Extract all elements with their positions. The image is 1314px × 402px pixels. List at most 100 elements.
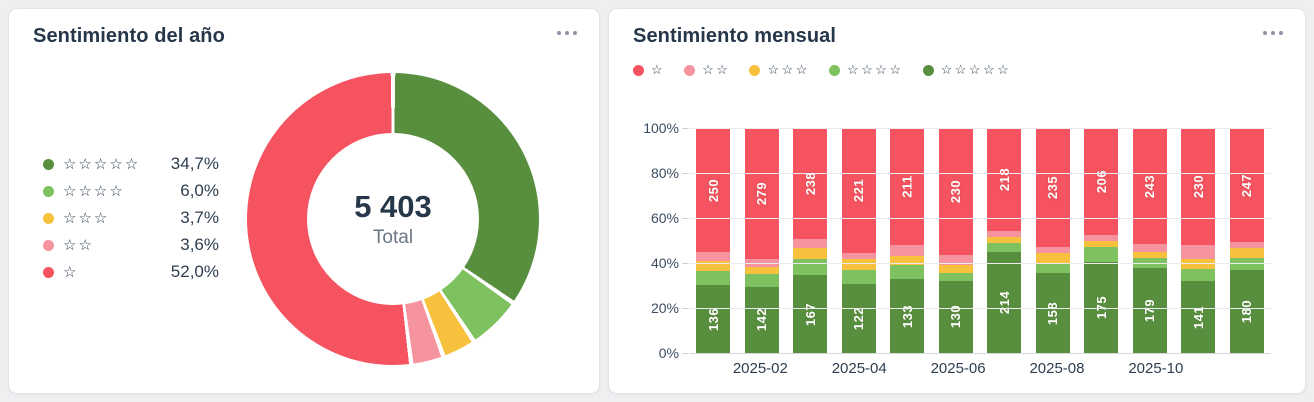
x-axis-tick-label (986, 360, 1030, 377)
bar-segment[interactable] (1229, 257, 1264, 270)
bar-segment[interactable] (1229, 248, 1264, 258)
ellipsis-menu-icon[interactable] (555, 25, 579, 41)
bar-segment[interactable]: 243 (1132, 128, 1167, 245)
bar-segment[interactable] (938, 272, 973, 281)
bar-legend-item[interactable]: ☆☆ (684, 62, 730, 78)
bar-segment[interactable] (793, 238, 828, 249)
bar-segment[interactable] (1035, 246, 1070, 253)
bar-segment[interactable] (841, 270, 876, 284)
bar-segment[interactable]: 279 (744, 128, 779, 259)
bar-segment[interactable] (696, 252, 731, 261)
bar-segment[interactable] (938, 265, 973, 273)
bar-segment[interactable] (890, 256, 925, 266)
bar-segment[interactable] (1181, 258, 1216, 270)
bar-segment[interactable]: 122 (841, 283, 876, 353)
stacked-bar-2025-05[interactable]: 133 211 (890, 128, 925, 353)
stacked-bar-2025-10[interactable]: 179 243 (1132, 128, 1167, 353)
bar-chart-legend: ☆ ☆☆ ☆☆☆ ☆☆☆☆ ☆☆☆☆☆ (633, 62, 1011, 78)
stacked-bar-2025-07[interactable]: 214 218 (987, 128, 1022, 353)
stacked-bar-2025-03[interactable]: 167 238 (793, 128, 828, 353)
x-axis-tick-label: 2025-02 (732, 360, 788, 377)
bar-segment[interactable]: 238 (793, 128, 828, 239)
gridline (689, 172, 1271, 174)
bar-segment[interactable] (987, 242, 1022, 253)
left-card-title: Sentimiento del año (33, 25, 225, 47)
bar-segment[interactable] (696, 270, 731, 286)
bar-segment[interactable]: 247 (1229, 128, 1264, 243)
bar-segment[interactable]: 214 (987, 252, 1022, 353)
y-axis-tick (682, 353, 688, 354)
bar-segment[interactable] (1181, 269, 1216, 282)
bar-segment[interactable] (1084, 246, 1119, 263)
ellipsis-menu-icon[interactable] (1261, 25, 1285, 41)
donut-legend-row[interactable]: ☆☆ 3,6% (43, 235, 219, 254)
stacked-bar-2025-06[interactable]: 130 230 (938, 128, 973, 353)
bar-legend-item[interactable]: ☆☆☆☆☆ (922, 62, 1012, 78)
bar-segment[interactable] (744, 274, 779, 287)
bar-value-label: 279 (754, 181, 770, 205)
x-axis-tick-label (1227, 360, 1271, 377)
bar-segment[interactable] (890, 244, 925, 257)
bar-segment[interactable]: 230 (938, 128, 973, 256)
bar-segment[interactable] (987, 230, 1022, 238)
bar-segment[interactable] (744, 267, 779, 275)
bar-segment[interactable] (793, 258, 828, 276)
stacked-bar-2025-09[interactable]: 175 206 (1084, 128, 1119, 353)
donut-chart[interactable]: 5 403 Total (247, 73, 539, 365)
bar-segment[interactable] (841, 253, 876, 259)
bar-segment[interactable] (1132, 251, 1167, 258)
donut-legend-row[interactable]: ☆☆☆☆☆ 34,7% (43, 154, 219, 173)
bar-segment[interactable]: 136 (696, 285, 731, 353)
legend-stars-label: ☆☆☆☆☆ (63, 156, 141, 173)
bar-segment[interactable] (696, 260, 731, 271)
bar-segment[interactable]: 141 (1181, 281, 1216, 353)
y-axis-tick-label: 100% (643, 120, 679, 136)
bar-segment[interactable] (890, 265, 925, 280)
bar-segment[interactable] (987, 237, 1022, 243)
bar-segment[interactable]: 206 (1084, 128, 1119, 235)
bar-segment[interactable] (1084, 234, 1119, 241)
bar-segment[interactable]: 230 (1181, 128, 1216, 246)
donut-legend-row[interactable]: ☆ 52,0% (43, 262, 219, 281)
stacked-bar-2025-12[interactable]: 180 247 (1229, 128, 1264, 353)
bar-segment[interactable] (1181, 245, 1216, 259)
bar-segment[interactable]: 130 (938, 280, 973, 353)
bar-legend-item[interactable]: ☆☆☆☆ (828, 62, 904, 78)
bar-segment[interactable] (793, 248, 828, 259)
stacked-bar-2025-02[interactable]: 142 279 (744, 128, 779, 353)
bar-segment[interactable] (1035, 264, 1070, 274)
bar-segment[interactable] (1132, 244, 1167, 252)
bar-segment[interactable] (841, 258, 876, 271)
legend-stars-label: ☆☆ (702, 62, 731, 77)
donut-legend-row[interactable]: ☆☆☆ 3,7% (43, 208, 219, 227)
bar-segment[interactable]: 180 (1229, 269, 1264, 353)
legend-color-dot (43, 239, 54, 251)
bar-segment[interactable]: 211 (890, 128, 925, 245)
legend-stars-label: ☆☆☆☆☆ (940, 62, 1012, 77)
bar-value-label: 130 (948, 305, 964, 329)
bar-segment[interactable] (1084, 240, 1119, 247)
gridline (689, 352, 1271, 354)
bar-segment[interactable]: 250 (696, 128, 731, 253)
bar-segment[interactable] (1229, 242, 1264, 249)
stacked-bar-2025-08[interactable]: 158 235 (1035, 128, 1070, 353)
bar-legend-item[interactable]: ☆☆☆ (749, 62, 809, 78)
donut-legend-row[interactable]: ☆☆☆☆ 6,0% (43, 181, 219, 200)
bar-segment[interactable]: 167 (793, 275, 828, 353)
x-axis-tick-label (788, 360, 832, 377)
bar-segment[interactable]: 133 (890, 279, 925, 353)
stacked-bar-2025-01[interactable]: 136 250 (696, 128, 731, 353)
bar-segment[interactable] (938, 255, 973, 266)
legend-color-dot (749, 64, 761, 76)
bar-segment[interactable]: 158 (1035, 273, 1070, 353)
bar-segment[interactable]: 179 (1132, 267, 1167, 353)
bar-legend-item[interactable]: ☆ (633, 62, 665, 78)
bar-segment[interactable]: 142 (744, 286, 779, 353)
bar-segment[interactable]: 221 (841, 128, 876, 254)
bar-segment[interactable]: 235 (1035, 128, 1070, 247)
bar-segment[interactable] (1035, 252, 1070, 265)
stacked-bar-2025-11[interactable]: 141 230 (1181, 128, 1216, 353)
bar-value-label: 250 (705, 178, 721, 202)
bar-segment[interactable]: 218 (987, 128, 1022, 231)
stacked-bar-2025-04[interactable]: 122 221 (841, 128, 876, 353)
